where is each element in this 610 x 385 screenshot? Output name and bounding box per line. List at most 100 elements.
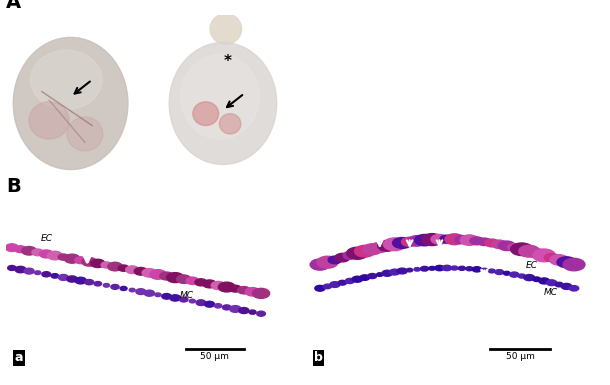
Circle shape xyxy=(498,241,515,251)
Circle shape xyxy=(352,276,362,282)
Circle shape xyxy=(245,288,260,296)
Circle shape xyxy=(503,271,510,275)
Circle shape xyxy=(5,244,18,251)
Circle shape xyxy=(547,280,557,286)
Circle shape xyxy=(167,273,184,283)
Ellipse shape xyxy=(169,42,277,164)
Ellipse shape xyxy=(30,50,102,109)
Circle shape xyxy=(91,259,105,268)
Circle shape xyxy=(32,249,43,256)
Circle shape xyxy=(215,304,222,308)
Circle shape xyxy=(408,236,426,246)
Circle shape xyxy=(492,240,507,248)
Circle shape xyxy=(533,277,540,281)
Circle shape xyxy=(442,265,451,271)
Circle shape xyxy=(229,285,241,292)
Ellipse shape xyxy=(210,14,242,44)
Circle shape xyxy=(466,267,473,271)
Circle shape xyxy=(126,266,138,273)
Circle shape xyxy=(528,249,545,258)
Circle shape xyxy=(179,297,188,302)
Circle shape xyxy=(429,266,436,270)
Circle shape xyxy=(223,305,231,310)
Circle shape xyxy=(393,238,412,248)
Circle shape xyxy=(478,238,491,246)
Circle shape xyxy=(561,283,572,290)
Circle shape xyxy=(249,310,256,314)
Circle shape xyxy=(24,268,34,274)
Circle shape xyxy=(557,257,576,268)
Circle shape xyxy=(472,267,481,272)
Circle shape xyxy=(196,300,206,305)
Circle shape xyxy=(118,265,129,271)
Circle shape xyxy=(440,235,454,243)
Circle shape xyxy=(94,281,102,286)
Circle shape xyxy=(415,234,434,246)
Circle shape xyxy=(51,274,59,278)
Circle shape xyxy=(555,282,563,287)
Circle shape xyxy=(134,268,148,275)
Text: B: B xyxy=(6,177,21,196)
Circle shape xyxy=(186,277,199,285)
Circle shape xyxy=(323,284,331,289)
Circle shape xyxy=(15,246,26,253)
Circle shape xyxy=(204,301,215,307)
Circle shape xyxy=(176,275,191,283)
Text: b: b xyxy=(314,351,323,364)
Circle shape xyxy=(460,235,479,245)
Circle shape xyxy=(539,278,550,284)
Circle shape xyxy=(470,237,484,245)
Circle shape xyxy=(362,244,382,255)
Circle shape xyxy=(563,258,585,271)
Circle shape xyxy=(142,269,157,277)
Circle shape xyxy=(511,243,533,256)
Circle shape xyxy=(346,247,368,259)
Text: 50 µm: 50 µm xyxy=(506,352,534,362)
Circle shape xyxy=(75,277,87,284)
Circle shape xyxy=(345,278,354,283)
Text: A: A xyxy=(6,0,21,12)
Circle shape xyxy=(533,249,555,262)
Circle shape xyxy=(328,256,342,264)
Circle shape xyxy=(162,293,171,299)
Circle shape xyxy=(48,251,62,260)
Circle shape xyxy=(454,236,469,244)
Circle shape xyxy=(406,268,413,272)
Circle shape xyxy=(40,250,53,258)
Circle shape xyxy=(414,268,420,271)
Circle shape xyxy=(435,265,444,271)
Circle shape xyxy=(384,238,406,251)
Circle shape xyxy=(8,266,16,270)
Circle shape xyxy=(15,266,26,273)
Circle shape xyxy=(397,268,407,274)
Circle shape xyxy=(155,293,161,296)
Circle shape xyxy=(129,288,135,292)
Circle shape xyxy=(59,275,68,280)
Circle shape xyxy=(120,286,127,291)
Circle shape xyxy=(544,253,559,262)
Circle shape xyxy=(508,244,521,251)
Text: b: b xyxy=(159,165,167,177)
Circle shape xyxy=(458,266,465,270)
Circle shape xyxy=(85,280,94,285)
Circle shape xyxy=(136,289,146,295)
Circle shape xyxy=(401,237,418,246)
Circle shape xyxy=(485,239,499,247)
Circle shape xyxy=(195,279,207,286)
Circle shape xyxy=(189,299,195,303)
Circle shape xyxy=(338,280,346,285)
Circle shape xyxy=(481,268,487,272)
Text: MC: MC xyxy=(180,291,194,300)
Ellipse shape xyxy=(220,114,241,134)
Circle shape xyxy=(239,308,249,313)
Circle shape xyxy=(203,280,217,288)
Circle shape xyxy=(211,281,225,290)
Circle shape xyxy=(257,311,265,316)
Circle shape xyxy=(451,266,458,270)
Circle shape xyxy=(66,276,77,282)
Circle shape xyxy=(58,254,69,260)
Circle shape xyxy=(422,234,443,246)
Circle shape xyxy=(310,259,330,270)
Circle shape xyxy=(376,273,383,276)
Circle shape xyxy=(569,286,579,291)
